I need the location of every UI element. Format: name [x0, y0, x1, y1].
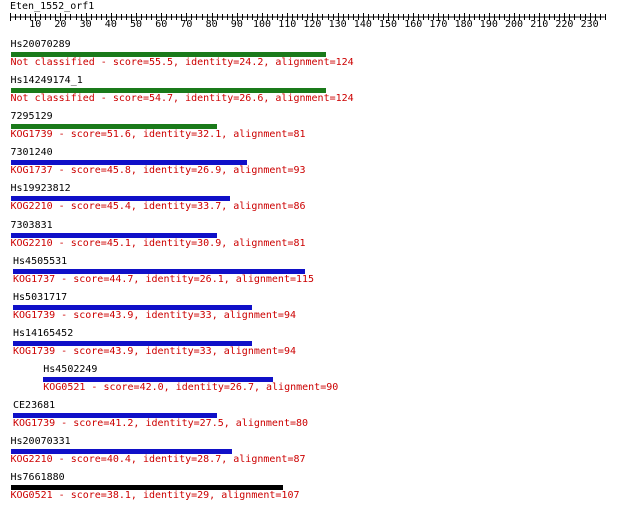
hit-name[interactable]: Hs7661880: [10, 472, 65, 484]
ruler-tick-label: 120: [303, 19, 322, 30]
hit-description[interactable]: KOG1739 - score=43.9, identity=33, align…: [13, 309, 296, 321]
hit-name[interactable]: Hs20070289: [10, 39, 71, 50]
hit-name[interactable]: Hs5031717: [13, 291, 68, 303]
ruler-tick-label: 210: [530, 19, 549, 30]
hit-alignment-bar[interactable]: [43, 376, 273, 382]
hit-name[interactable]: 7301240: [10, 147, 53, 159]
ruler-tick-label: 70: [180, 19, 193, 30]
ruler-tick-label: 110: [278, 19, 297, 30]
hit-alignment-bar[interactable]: [10, 52, 326, 57]
hit-name[interactable]: 7303831: [10, 219, 53, 231]
hit-alignment-bar[interactable]: [13, 340, 253, 346]
hit-description[interactable]: KOG1737 - score=45.8, identity=26.9, ali…: [10, 165, 306, 177]
ruler-tick-label: 150: [379, 19, 398, 30]
hit-description[interactable]: KOG0521 - score=38.1, identity=29, align…: [10, 490, 300, 502]
ruler-tick-label: 220: [555, 19, 574, 30]
ruler-tick-label: 80: [205, 19, 218, 30]
hit-description[interactable]: KOG0521 - score=42.0, identity=26.7, ali…: [43, 381, 339, 393]
hit-alignment-bar[interactable]: [10, 232, 218, 238]
hit-alignment-bar[interactable]: [13, 268, 306, 274]
hit-description[interactable]: KOG2210 - score=45.1, identity=30.9, ali…: [10, 237, 306, 249]
hit-description[interactable]: Not classified - score=54.7, identity=26…: [10, 93, 354, 105]
hit-alignment-bar[interactable]: [13, 304, 253, 310]
hit-name[interactable]: Hs4502249: [43, 363, 98, 375]
hit-name[interactable]: Hs19923812: [10, 183, 71, 195]
hit-alignment-bar[interactable]: [10, 124, 218, 130]
hit-alignment-bar[interactable]: [10, 449, 233, 455]
hit-description[interactable]: KOG1739 - score=51.6, identity=32.1, ali…: [10, 129, 306, 141]
hit-description[interactable]: KOG1739 - score=43.9, identity=33, align…: [13, 345, 296, 357]
hit-name[interactable]: Hs20070331: [10, 436, 71, 448]
ruler-tick-label: 30: [79, 19, 92, 30]
hit-alignment-bar[interactable]: [10, 160, 248, 166]
hit-description[interactable]: KOG1739 - score=41.2, identity=27.5, ali…: [13, 418, 309, 429]
ruler-tick-label: 180: [454, 19, 473, 30]
ruler-tick-label: 160: [404, 19, 423, 30]
hit-name[interactable]: Hs14249174_1: [10, 75, 83, 87]
hit-name[interactable]: 7295129: [10, 111, 53, 123]
query-title: Eten_1552_orf1: [10, 1, 95, 12]
ruler-tick-label: 90: [230, 19, 243, 30]
hit-alignment-bar[interactable]: [10, 196, 230, 202]
hit-description[interactable]: Not classified - score=55.5, identity=24…: [10, 57, 354, 68]
ruler-tick-label: 190: [479, 19, 498, 30]
ruler-tick-label: 100: [253, 19, 272, 30]
hit-description[interactable]: KOG2210 - score=45.4, identity=33.7, ali…: [10, 201, 306, 213]
hit-description[interactable]: KOG2210 - score=40.4, identity=28.7, ali…: [10, 454, 306, 466]
hit-description[interactable]: KOG1737 - score=44.7, identity=26.1, ali…: [13, 273, 315, 285]
ruler-tick-label: 230: [580, 19, 599, 30]
hit-name[interactable]: CE23681: [13, 400, 56, 411]
ruler-tick-label: 140: [353, 19, 372, 30]
ruler-tick-label: 50: [130, 19, 143, 30]
ruler-tick-label: 20: [54, 19, 67, 30]
hit-name[interactable]: Hs14165452: [13, 327, 74, 339]
hit-name[interactable]: Hs4505531: [13, 255, 68, 267]
ruler-tick-label: 130: [328, 19, 347, 30]
sequence-ruler: [10, 13, 606, 21]
ruler-tick-label: 10: [29, 19, 42, 30]
ruler-tick-label: 200: [505, 19, 524, 30]
hit-alignment-bar[interactable]: [13, 413, 218, 418]
ruler-tick-label: 170: [429, 19, 448, 30]
ruler-tick-label: 40: [104, 19, 117, 30]
hit-alignment-bar[interactable]: [10, 88, 326, 94]
hit-alignment-bar[interactable]: [10, 485, 283, 491]
ruler-tick-label: 60: [155, 19, 168, 30]
